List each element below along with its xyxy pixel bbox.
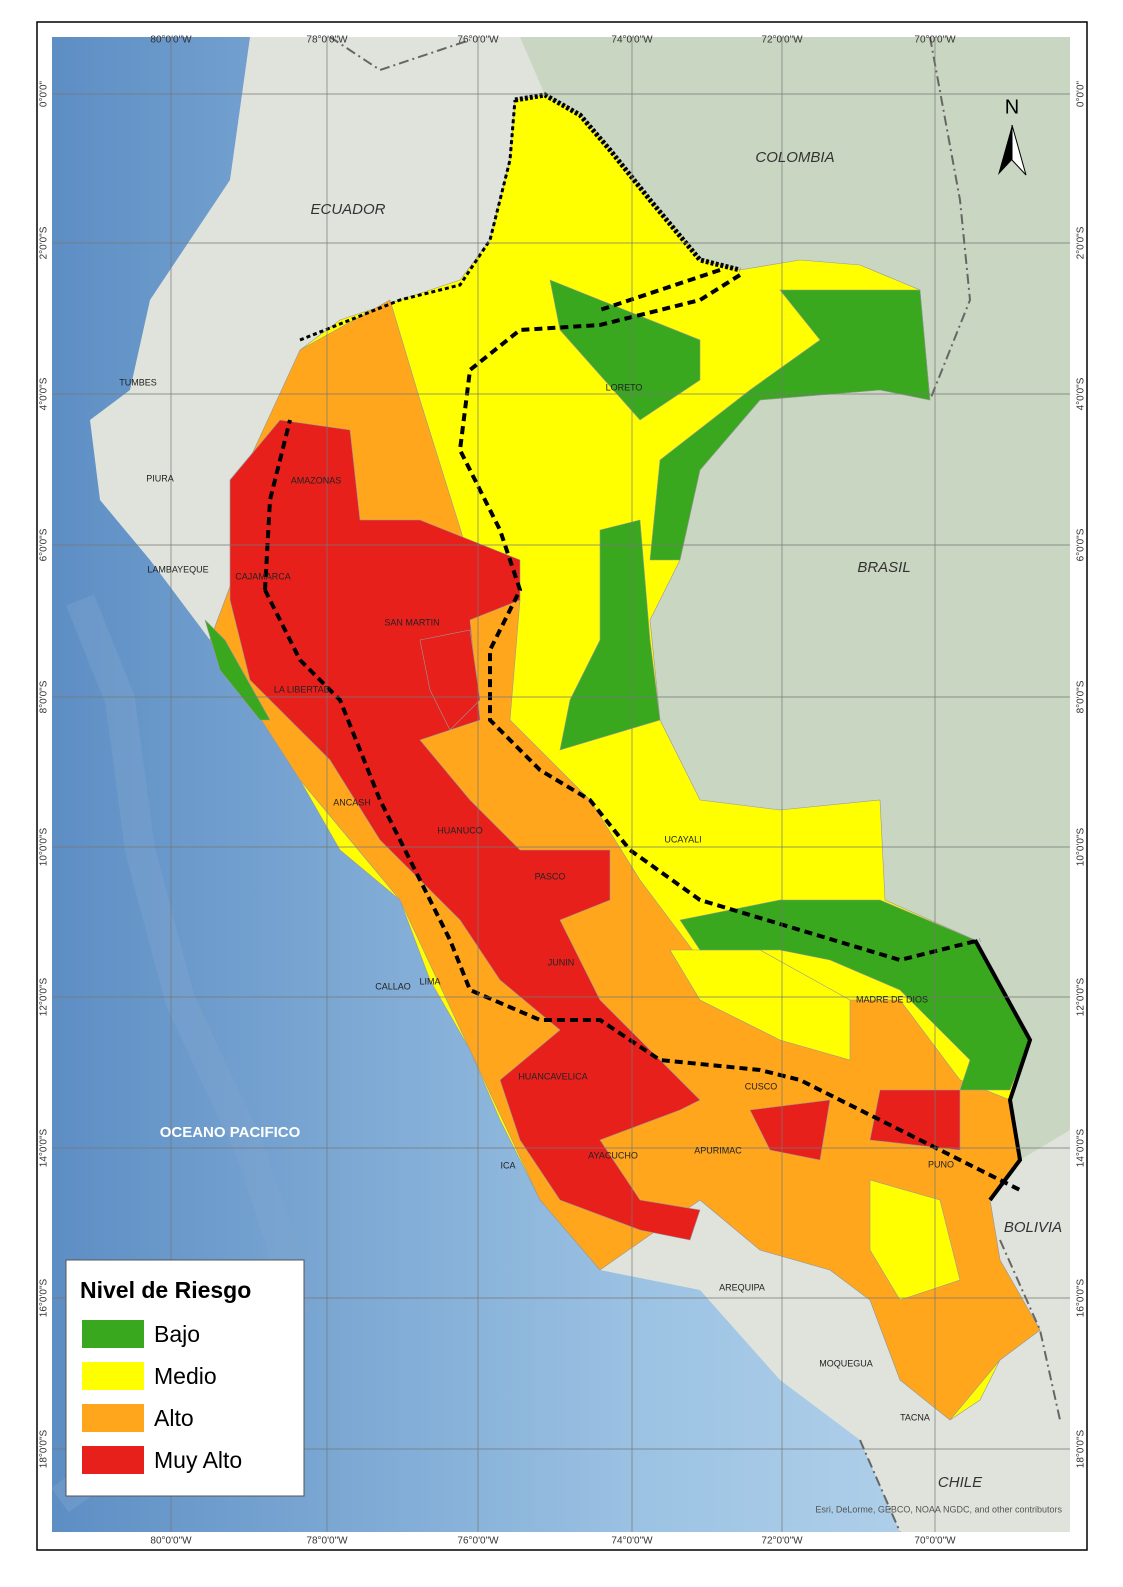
latitude-label-right: 10°0'0"S [1076,827,1087,866]
latitude-label-left: 10°0'0"S [39,827,50,866]
longitude-label-bottom: 72°0'0"W [761,1536,803,1547]
latitude-label-left: 12°0'0"S [39,977,50,1016]
risk-zone [204,619,271,721]
longitude-label-top: 74°0'0"W [611,35,653,46]
region-label: ANCASH [333,797,371,807]
region-label: ICA [500,1160,515,1170]
latitude-label-left: 0°0'0" [39,80,50,107]
legend-title: Nivel de Riesgo [80,1277,251,1303]
outer-frame [36,21,1088,1551]
latitude-label-left: 18°0'0"S [39,1429,50,1468]
region-label: LAMBAYEQUE [147,564,208,574]
region-label: HUANCAVELICA [518,1071,587,1081]
longitude-label-bottom: 78°0'0"W [306,1536,348,1547]
longitude-label-bottom: 74°0'0"W [611,1536,653,1547]
risk-zone [229,419,701,1241]
region-label: TUMBES [119,377,157,387]
region-label: TACNA [900,1412,930,1422]
risk-zone [559,519,661,751]
latitude-label-left: 2°0'0"S [39,226,50,259]
longitude-label-top: 80°0'0"W [150,35,192,46]
longitude-label-top: 76°0'0"W [457,35,499,46]
north-label: N [1005,96,1019,118]
country-label: COLOMBIA [755,149,834,166]
ocean-label: OCEANO PACIFICO [160,1124,301,1141]
region-label: LA LIBERTAD [274,684,331,694]
region-label: CAJAMARCA [235,571,291,581]
longitude-label-top: 70°0'0"W [914,35,956,46]
region-label: HUANUCO [437,825,483,835]
country-label: ECUADOR [310,201,385,218]
risk-zone [869,1179,961,1301]
legend-label: Muy Alto [154,1447,242,1473]
region-label: CALLAO [375,981,411,991]
north-arrow-left [998,125,1012,175]
region-label: JUNIN [548,957,575,967]
amazon-land [520,37,1070,1160]
region-label: AMAZONAS [291,475,342,485]
risk-zone [869,1089,961,1151]
north-arrow: N [998,96,1027,176]
region-label: PASCO [535,871,566,881]
legend-swatch [82,1404,144,1432]
longitude-label-bottom: 70°0'0"W [914,1536,956,1547]
latitude-label-right: 2°0'0"S [1076,226,1087,259]
legend-label: Bajo [154,1321,200,1347]
latitude-label-left: 4°0'0"S [39,377,50,410]
region-label: PIURA [146,473,174,483]
latitude-label-right: 12°0'0"S [1076,977,1087,1016]
legend: Nivel de Riesgo Bajo Medio Alto Muy Alto [65,1259,305,1497]
risk-zone [749,1099,831,1161]
legend-label: Alto [154,1405,194,1431]
latitude-label-left: 8°0'0"S [39,680,50,713]
latitude-label-left: 14°0'0"S [39,1128,50,1167]
longitude-label-bottom: 80°0'0"W [150,1536,192,1547]
region-label: LIMA [419,976,440,986]
latitude-label-right: 6°0'0"S [1076,528,1087,561]
longitude-label-bottom: 76°0'0"W [457,1536,499,1547]
longitude-label-top: 72°0'0"W [761,35,803,46]
legend-swatch [82,1320,144,1348]
border-ecuador [299,99,517,342]
latitude-label-right: 8°0'0"S [1076,680,1087,713]
legend-swatch [82,1362,144,1390]
risk-zone [649,289,931,561]
region-label: APURIMAC [694,1145,742,1155]
latitude-label-left: 16°0'0"S [39,1278,50,1317]
attribution: Esri, DeLorme, GEBCO, NOAA NGDC, and oth… [815,1504,1062,1514]
international-border [329,37,1061,1532]
latitude-label-right: 14°0'0"S [1076,1128,1087,1167]
latitude-label-right: 16°0'0"S [1076,1278,1087,1317]
region-label: MOQUEGUA [819,1358,873,1368]
region-label: SAN MARTIN [384,617,439,627]
legend-swatch [82,1446,144,1474]
latitude-label-right: 0°0'0" [1076,80,1087,107]
region-label: AYACUCHO [588,1150,638,1160]
risk-zone [419,629,481,731]
north-arrow-right [1011,124,1027,176]
country-label: CHILE [938,1474,983,1491]
latitude-label-right: 18°0'0"S [1076,1429,1087,1468]
region-label: CUSCO [745,1081,778,1091]
region-label: MADRE DE DIOS [856,994,928,1004]
longitude-label-top: 78°0'0"W [306,35,348,46]
region-label: UCAYALI [664,834,701,844]
region-label: AREQUIPA [719,1282,765,1292]
border-north [514,92,741,273]
border-east [973,939,1033,1202]
country-label: BRASIL [857,559,910,576]
region-label: PUNO [928,1159,954,1169]
country-label: BOLIVIA [1004,1219,1062,1236]
latitude-label-right: 4°0'0"S [1076,377,1087,410]
legend-label: Medio [154,1363,217,1389]
latitude-label-left: 6°0'0"S [39,528,50,561]
risk-zone [549,279,701,421]
region-label: LORETO [606,382,643,392]
